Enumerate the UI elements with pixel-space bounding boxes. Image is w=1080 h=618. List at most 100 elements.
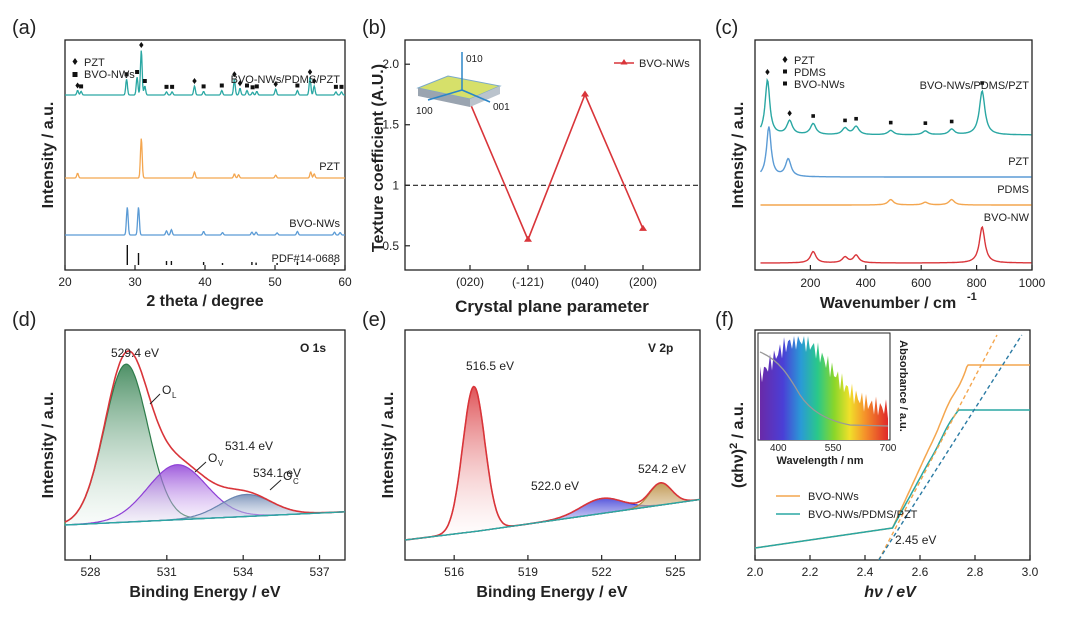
x-tick-label: 20 (58, 275, 72, 289)
x-tick-label: 3.0 (1022, 565, 1039, 579)
pzt-marker-8 (192, 78, 197, 84)
y-tick-label: 0.5 (382, 239, 399, 253)
spectrum-tag: O 1s (300, 341, 326, 355)
plot-frame (754, 329, 1031, 561)
peak-marker-3 (843, 118, 847, 123)
xrd-curve-bvo-nws (65, 207, 345, 236)
axis-arrow-001 (461, 89, 491, 103)
bvo-marker-5 (142, 79, 147, 83)
envelope-curve (404, 385, 701, 541)
x-axis-label: hν / eV (864, 584, 917, 601)
plot-frame (64, 329, 346, 561)
raman-curve-3 (760, 225, 1032, 264)
x-tick-label: 537 (310, 565, 330, 579)
bvo-marker-3 (135, 70, 140, 74)
y-tick-label: 1.5 (382, 118, 399, 132)
x-tick-label: 600 (911, 276, 931, 290)
legend-label: BVO-NWs (808, 491, 859, 503)
x-tick-label: 50 (268, 275, 282, 289)
raman-curve-0 (759, 77, 1032, 136)
peak-marker-1 (787, 110, 792, 117)
reference-label: PDF#14-0688 (272, 253, 341, 265)
peak-marker-0 (765, 69, 770, 75)
legend-label: PDMS (794, 67, 826, 79)
panel-f: (f) 2.45 eV BVO-NWs BVO-NWs/PDMS/PZT 400 550 7… (715, 309, 1039, 601)
inset-label: 100 (416, 106, 433, 117)
y-axis-label: Intensity / a.u. (40, 392, 57, 499)
legend-label: PZT (84, 57, 105, 69)
component-label: O (208, 451, 217, 465)
component-label-sub: C (293, 477, 299, 486)
bvo-marker-2 (124, 72, 129, 77)
peak-marker-8 (980, 81, 984, 85)
peak-marker-2 (811, 114, 815, 118)
legend-marker-bvo (72, 72, 78, 77)
crystal-inset: 010 001 100 (416, 52, 510, 117)
inset-y-label: Absorbance / a.u. (897, 340, 909, 432)
component-label: O (283, 469, 292, 483)
pzt-marker-0 (75, 82, 80, 89)
x-tick-label: 528 (80, 565, 100, 579)
tangent-line-composite (878, 334, 1023, 561)
crystal-side-face (418, 88, 470, 107)
panel-label: (d) (12, 309, 36, 331)
series-label: BVO-NW (984, 212, 1030, 224)
panel-b: (b) 0.5 1 1.5 2.0 (020) (-121) (040) (200) BVO-NW… (362, 17, 701, 316)
data-point-2 (581, 90, 589, 97)
peak-marker-7 (949, 119, 954, 124)
x-tick-label: 516 (444, 565, 464, 579)
y-tick-label: 1 (392, 178, 399, 192)
peak-label: 524.2 eV (638, 462, 686, 476)
x-axis-label: Binding Energy / eV (476, 584, 627, 601)
spectrum-area (760, 336, 888, 440)
bvo-marker-21 (339, 84, 344, 89)
y-axis-label-sup: 2 (728, 443, 740, 449)
legend-marker (620, 59, 628, 65)
plot-frame (404, 329, 701, 561)
bvo-marker-15 (254, 84, 259, 89)
absorbance-curve (759, 351, 889, 427)
x-tick-label: 2.6 (912, 565, 929, 579)
annotation-arrow (194, 461, 207, 473)
bvo-marker-6 (164, 84, 169, 89)
x-tick-label: 522 (592, 565, 612, 579)
y-axis-label-rest: / a.u. (730, 402, 747, 443)
x-tick-label: 531 (157, 565, 177, 579)
y-tick-label: 2.0 (382, 57, 399, 71)
pzt-marker-16 (273, 81, 278, 88)
x-tick-label: 519 (518, 565, 538, 579)
inset-label: 001 (493, 102, 510, 113)
y-axis-label: Texture coefficient (A.U.) (370, 64, 387, 252)
envelope-curve (64, 350, 345, 523)
panel-label: (f) (715, 309, 734, 331)
x-tick-label: (200) (629, 275, 657, 289)
inset-tick-label: 700 (880, 443, 897, 454)
bvo-marker-1 (79, 84, 84, 89)
legend-label: PZT (794, 55, 815, 67)
pzt-marker-4 (139, 42, 144, 48)
series-label: BVO-NWs/PDMS/PZT (231, 74, 341, 86)
series-label: BVO-NWs (289, 218, 340, 230)
component-label-sub: L (172, 391, 177, 400)
raman-curve-2 (760, 198, 1032, 206)
x-tick-label: 534 (233, 565, 253, 579)
inset-tick-label: 400 (770, 443, 787, 454)
x-tick-label: 1000 (1019, 276, 1046, 290)
x-tick-label: 400 (856, 276, 876, 290)
bvo-marker-13 (245, 83, 249, 88)
data-point-3 (639, 224, 647, 231)
series-label: PZT (1008, 156, 1029, 168)
bvo-marker-20 (333, 84, 338, 89)
annotation-arrow (149, 393, 161, 405)
x-axis-label-sup: -1 (967, 291, 977, 303)
plot-frame (404, 39, 701, 271)
y-axis-label: Intensity / a.u. (730, 102, 747, 209)
x-tick-label: 30 (128, 275, 142, 289)
background-line (64, 511, 346, 526)
panel-a: (a) BVO-NWs/PDMS/PZT PZT BVO-NWs PDF#14-0688… (12, 17, 352, 310)
legend-label: BVO-NWs (639, 58, 690, 70)
x-axis-label: Crystal plane parameter (455, 297, 649, 316)
panel-label: (a) (12, 17, 36, 39)
x-tick-label: 2.2 (802, 565, 819, 579)
